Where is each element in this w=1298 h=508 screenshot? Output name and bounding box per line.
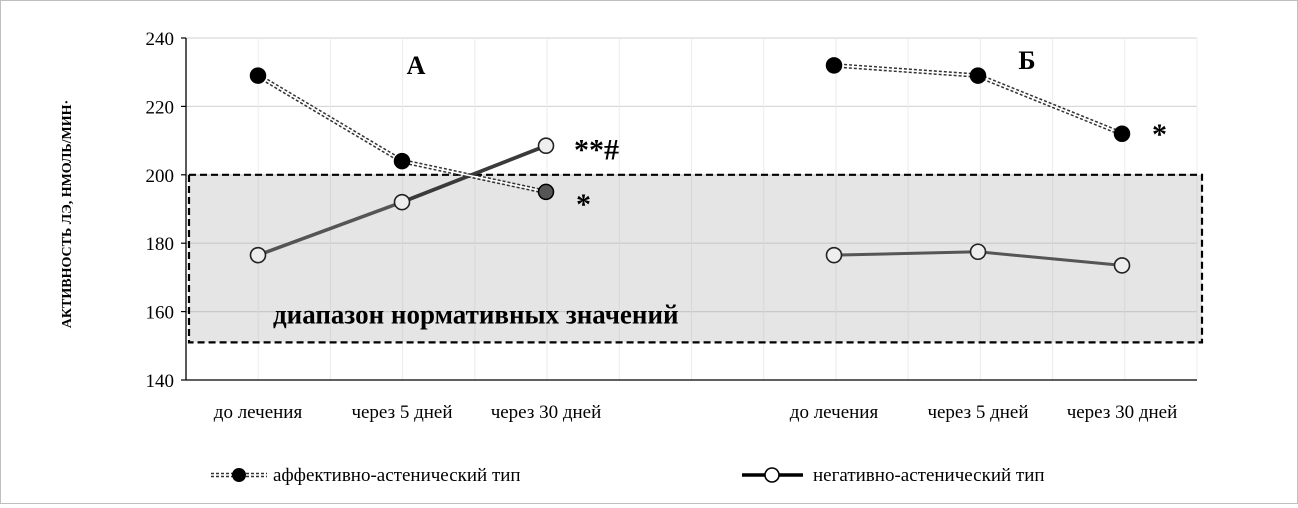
legend-label-negative: негативно-астенический тип [813,465,1045,486]
reference-band-layer: диапазон нормативных значений [187,173,1204,344]
series-layer [249,57,1131,274]
y-tick-labels: 140 160 180 200 220 240 [146,29,175,392]
legend: аффективно-астенический тип негативно-аст… [211,465,1045,486]
x-category-label: до лечения [790,402,879,423]
y-tick-label: 140 [146,371,175,392]
significance-annotation: * [576,188,591,221]
data-point-negative [825,246,843,264]
panel-label: А [407,51,426,80]
series-line-negative [401,143,547,204]
x-category-label: до лечения [214,402,303,423]
y-tick-label: 240 [146,29,175,50]
significance-annotation: * [1152,118,1167,151]
data-point-affective [969,67,987,84]
y-tick-label: 160 [146,303,175,324]
x-category-label: через 30 дней [491,402,602,423]
reference-band [187,173,1204,344]
x-category-label: через 5 дней [351,402,452,423]
data-point-negative [537,137,555,155]
data-point-negative [249,246,267,264]
reference-band-label: диапазон нормативных значений [273,299,679,329]
data-point-affective [249,67,267,84]
data-point-negative [1113,257,1131,274]
x-category-labels: до лечения через 5 дней через 30 дней до ле… [214,402,1178,423]
y-tick-label: 200 [146,166,175,187]
x-category-label: через 5 дней [927,402,1028,423]
data-point-negative [969,243,987,261]
data-point-affective [825,57,843,74]
significance-annotation: **# [574,134,619,167]
axes [181,37,1197,381]
y-tick-label: 220 [146,97,175,118]
y-tick-label: 180 [146,234,175,255]
legend-label-affective: аффективно-астенический тип [273,465,521,486]
data-point-negative [393,193,411,211]
legend-marker-negative [764,467,780,483]
data-point-affective [537,183,555,201]
data-point-affective [393,152,411,170]
annotations-layer: А Б **# * * [407,46,1167,221]
legend-marker-affective [232,468,246,482]
y-axis-label: АКТИВНОСТЬ ЛЭ, НМОЛЬ/МИН· [60,100,75,328]
data-point-affective [1113,125,1131,143]
x-category-label: через 30 дней [1067,402,1178,423]
series-line-negative [257,200,403,257]
panel-label: Б [1018,46,1035,75]
